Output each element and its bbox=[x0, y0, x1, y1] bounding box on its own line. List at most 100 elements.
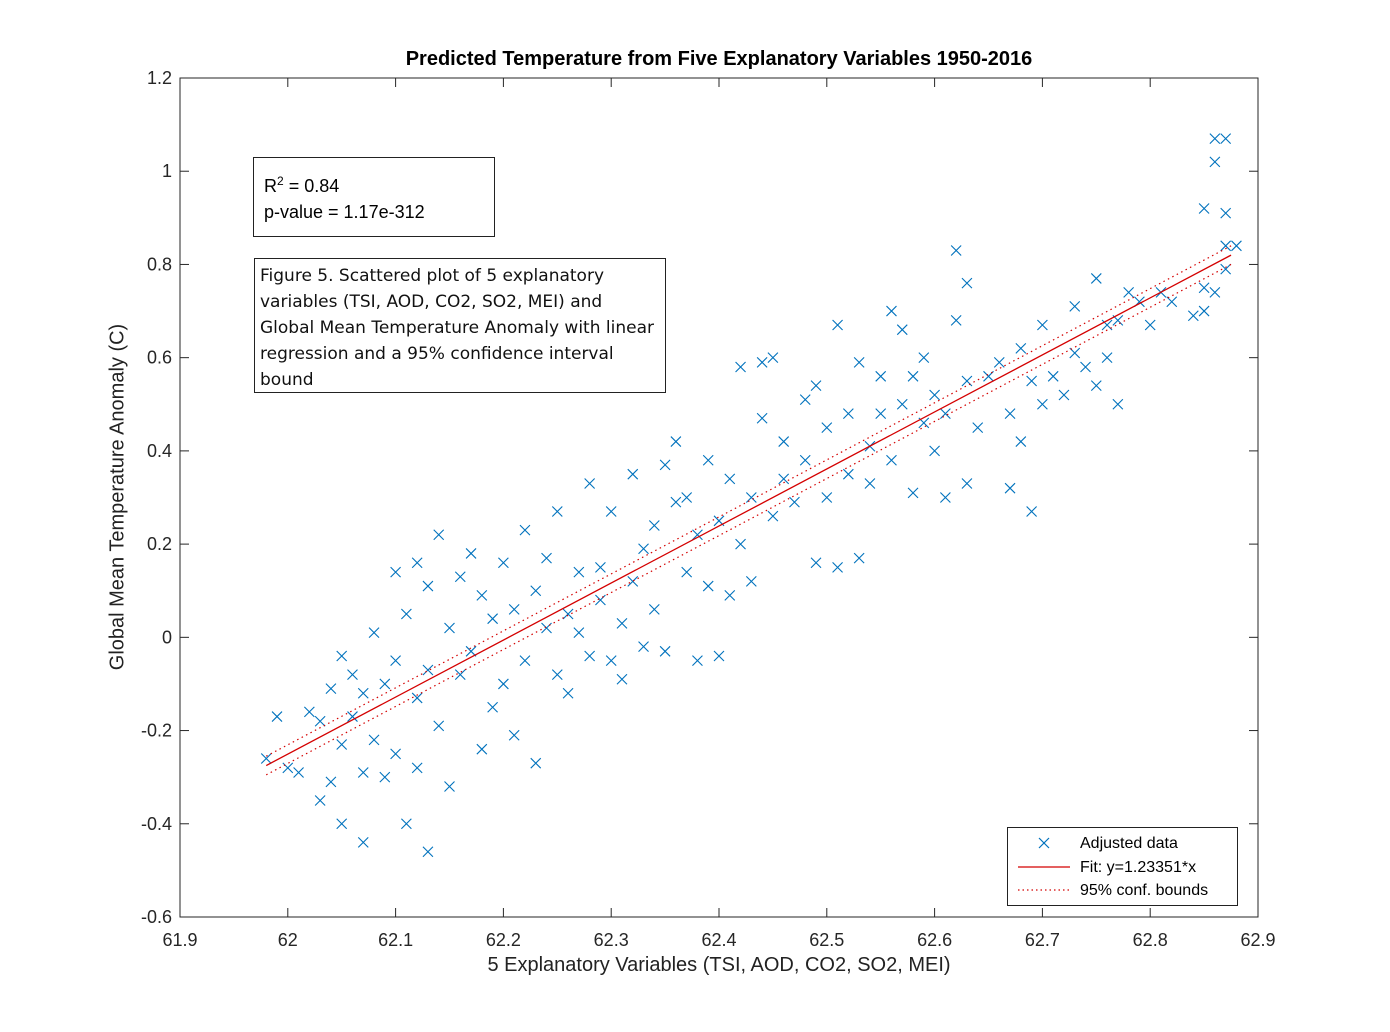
x-tick-label: 62.9 bbox=[1240, 930, 1275, 950]
data-point bbox=[498, 678, 509, 690]
data-point bbox=[659, 645, 671, 657]
x-tick-label: 62.5 bbox=[809, 930, 844, 950]
data-point bbox=[745, 576, 757, 587]
data-point bbox=[939, 408, 951, 419]
data-point bbox=[724, 589, 736, 601]
x-tick-label: 62.8 bbox=[1133, 930, 1168, 950]
y-tick-label: -0.4 bbox=[141, 814, 172, 834]
data-point bbox=[918, 352, 930, 364]
data-point bbox=[616, 673, 628, 685]
data-point bbox=[638, 641, 649, 653]
data-point bbox=[767, 352, 779, 364]
data-point bbox=[648, 603, 660, 615]
fit-line bbox=[265, 254, 1232, 767]
data-point bbox=[896, 324, 908, 336]
data-point bbox=[670, 496, 682, 508]
data-point bbox=[810, 380, 822, 392]
data-point bbox=[390, 748, 401, 760]
x-axis-label: 5 Explanatory Variables (TSI, AOD, CO2, … bbox=[487, 954, 951, 976]
x-tick-label: 62 bbox=[278, 930, 298, 950]
data-point bbox=[422, 580, 434, 592]
data-point bbox=[1080, 361, 1091, 373]
data-point bbox=[886, 454, 897, 466]
data-point bbox=[1069, 347, 1081, 359]
data-point bbox=[400, 818, 412, 830]
data-point bbox=[1090, 380, 1102, 392]
y-tick-label: 0.6 bbox=[147, 348, 172, 368]
data-point bbox=[756, 412, 768, 424]
data-point bbox=[713, 650, 725, 662]
data-point bbox=[422, 664, 434, 676]
data-point bbox=[1198, 305, 1210, 317]
data-point bbox=[530, 757, 542, 769]
data-point bbox=[1101, 352, 1113, 364]
data-point bbox=[638, 543, 649, 555]
data-point bbox=[508, 729, 520, 741]
x-tick-label: 62.4 bbox=[701, 930, 736, 950]
data-point bbox=[584, 650, 596, 662]
data-point bbox=[487, 701, 499, 713]
data-point bbox=[745, 492, 757, 503]
data-point bbox=[756, 356, 768, 368]
data-point bbox=[864, 478, 876, 489]
data-point bbox=[336, 818, 348, 830]
data-point bbox=[303, 706, 315, 718]
data-point bbox=[1209, 156, 1221, 168]
y-tick-label: -0.2 bbox=[141, 721, 172, 741]
data-point bbox=[336, 650, 348, 662]
data-point bbox=[950, 245, 962, 256]
data-point bbox=[1144, 319, 1156, 331]
data-point bbox=[702, 580, 714, 592]
data-point bbox=[627, 468, 639, 480]
data-point bbox=[692, 529, 703, 541]
data-point bbox=[465, 548, 477, 559]
data-point bbox=[1058, 389, 1070, 401]
x-tick-label: 62.7 bbox=[1025, 930, 1060, 950]
data-point bbox=[411, 762, 423, 774]
data-point bbox=[476, 589, 488, 601]
data-point bbox=[530, 585, 542, 597]
data-point bbox=[929, 445, 940, 457]
data-point bbox=[379, 678, 391, 690]
legend-label: 95% conf. bounds bbox=[1080, 882, 1209, 899]
data-point bbox=[853, 552, 865, 564]
scatter-markers bbox=[260, 133, 1242, 858]
data-point bbox=[939, 492, 951, 503]
data-point bbox=[972, 422, 984, 433]
x-tick-label: 62.3 bbox=[594, 930, 629, 950]
data-point bbox=[1101, 319, 1113, 331]
data-point bbox=[508, 603, 520, 615]
data-point bbox=[735, 538, 746, 550]
data-point bbox=[595, 594, 606, 606]
data-point bbox=[1015, 342, 1027, 354]
data-point bbox=[573, 566, 585, 578]
x-tick-label: 62.2 bbox=[486, 930, 521, 950]
data-point bbox=[1037, 398, 1048, 410]
legend-item-fit: Fit: y=1.23351*x bbox=[1008, 856, 1237, 878]
data-point bbox=[390, 566, 401, 578]
fit-lines bbox=[265, 245, 1232, 776]
data-point bbox=[961, 478, 973, 489]
data-point bbox=[767, 510, 779, 522]
data-point bbox=[1198, 282, 1210, 294]
data-point bbox=[368, 627, 380, 639]
data-point bbox=[799, 394, 811, 406]
legend-item-adjusted-data: Adjusted data bbox=[1008, 832, 1237, 854]
data-point bbox=[702, 454, 714, 466]
data-point bbox=[1209, 133, 1221, 144]
legend-item-conf-bounds: 95% conf. bounds bbox=[1008, 879, 1237, 901]
x-tick-label: 62.1 bbox=[378, 930, 413, 950]
data-point bbox=[519, 655, 531, 667]
data-point bbox=[562, 608, 574, 620]
data-point bbox=[681, 566, 693, 578]
y-axis-label: Global Mean Temperature Anomaly (C) bbox=[106, 323, 129, 671]
data-point bbox=[799, 454, 811, 466]
data-point bbox=[1220, 263, 1232, 275]
data-point bbox=[692, 655, 703, 667]
r-squared-text: R2 = 0.84 bbox=[264, 168, 484, 199]
data-point bbox=[487, 613, 499, 625]
data-point bbox=[821, 422, 833, 433]
data-point bbox=[659, 459, 671, 471]
data-point bbox=[271, 711, 283, 722]
data-point bbox=[433, 720, 445, 732]
